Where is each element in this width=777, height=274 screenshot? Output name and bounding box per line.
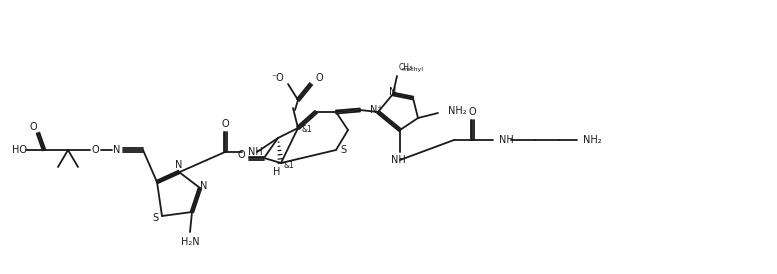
Text: O: O bbox=[238, 150, 245, 160]
Text: NH₂: NH₂ bbox=[583, 135, 601, 145]
Text: S: S bbox=[152, 213, 158, 223]
Text: N: N bbox=[113, 145, 120, 155]
Text: ⁻O: ⁻O bbox=[271, 73, 284, 83]
Text: HO: HO bbox=[12, 145, 27, 155]
Text: O: O bbox=[316, 73, 324, 83]
Text: NH: NH bbox=[248, 147, 263, 157]
Text: methyl: methyl bbox=[401, 67, 423, 72]
Text: &1: &1 bbox=[301, 125, 312, 135]
Text: O: O bbox=[30, 122, 37, 132]
Text: N: N bbox=[176, 160, 183, 170]
Text: CH₃: CH₃ bbox=[399, 64, 413, 73]
Text: NH: NH bbox=[391, 155, 406, 165]
Text: N: N bbox=[200, 181, 207, 191]
Text: NH: NH bbox=[499, 135, 514, 145]
Text: O: O bbox=[221, 119, 228, 129]
Text: S: S bbox=[340, 145, 346, 155]
Text: H: H bbox=[274, 167, 280, 177]
Text: O: O bbox=[469, 107, 476, 117]
Text: &1: &1 bbox=[284, 161, 294, 170]
Text: H₂N: H₂N bbox=[181, 237, 200, 247]
Text: N: N bbox=[389, 87, 397, 97]
Text: NH₂: NH₂ bbox=[448, 106, 467, 116]
Text: N⁺: N⁺ bbox=[370, 105, 382, 115]
Text: O: O bbox=[91, 145, 99, 155]
